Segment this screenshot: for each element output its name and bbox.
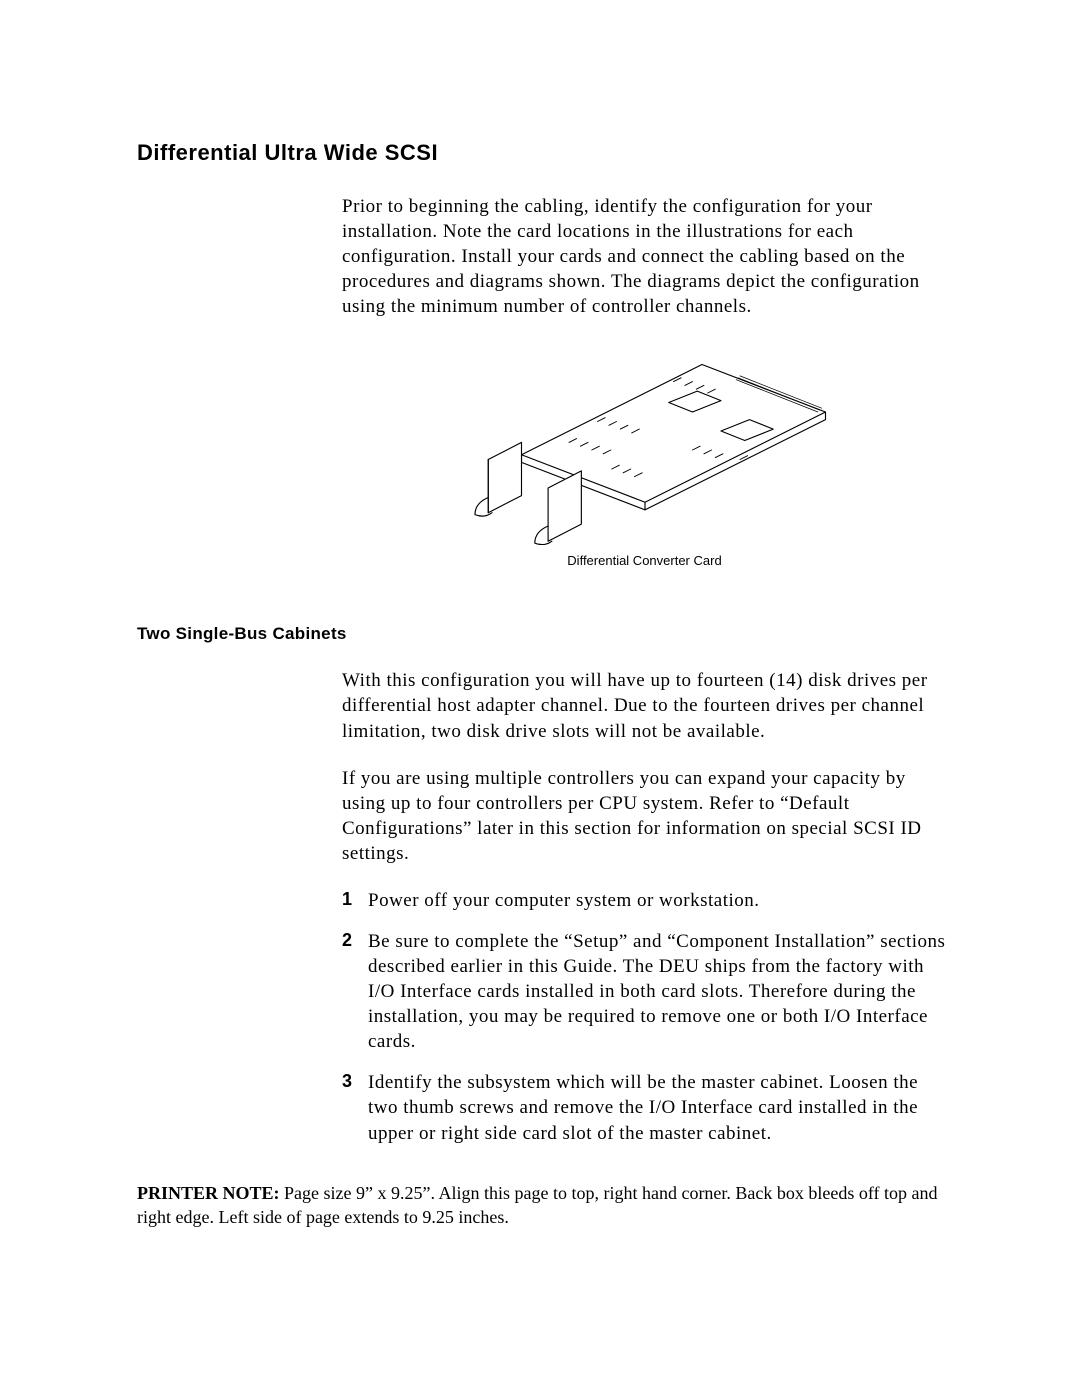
subsection-heading: Two Single-Bus Cabinets	[137, 624, 950, 644]
config-paragraph-1: With this configuration you will have up…	[342, 668, 947, 743]
step-number: 1	[342, 888, 353, 912]
step-number: 2	[342, 929, 353, 953]
figure-converter-card: Differential Converter Card	[342, 355, 947, 568]
intro-paragraph: Prior to beginning the cabling, identify…	[342, 194, 947, 319]
printer-note: PRINTER NOTE: Page size 9” x 9.25”. Alig…	[137, 1182, 943, 1229]
step-number: 3	[342, 1070, 353, 1094]
converter-card-illustration	[455, 355, 835, 545]
list-item: 1 Power off your computer system or work…	[342, 888, 947, 913]
section-heading: Differential Ultra Wide SCSI	[137, 140, 950, 166]
printer-note-label: PRINTER NOTE:	[137, 1183, 280, 1203]
step-text: Power off your computer system or workst…	[368, 890, 760, 911]
body-column: Prior to beginning the cabling, identify…	[342, 194, 947, 568]
step-text: Be sure to complete the “Setup” and “Com…	[368, 931, 945, 1052]
document-page: Differential Ultra Wide SCSI Prior to be…	[0, 0, 1080, 1146]
steps-list: 1 Power off your computer system or work…	[342, 888, 947, 1146]
body-column-2: With this configuration you will have up…	[342, 668, 947, 1145]
config-paragraph-2: If you are using multiple controllers yo…	[342, 766, 947, 866]
figure-caption: Differential Converter Card	[342, 553, 947, 568]
list-item: 2 Be sure to complete the “Setup” and “C…	[342, 929, 947, 1054]
list-item: 3 Identify the subsystem which will be t…	[342, 1070, 947, 1145]
step-text: Identify the subsystem which will be the…	[368, 1072, 918, 1143]
